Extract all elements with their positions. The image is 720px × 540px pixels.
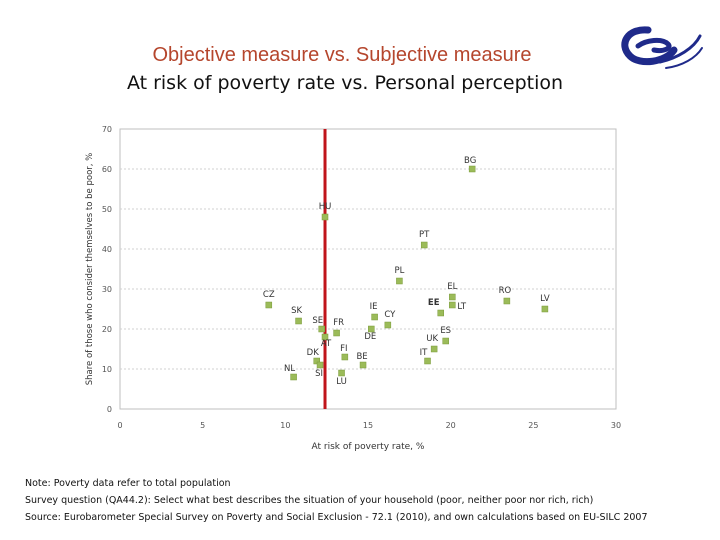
data-point-es	[442, 337, 449, 345]
data-point-sk	[295, 317, 302, 325]
data-point-ie	[371, 313, 378, 321]
data-label-se: SE	[312, 316, 323, 326]
note-survey-question: Survey question (QA44.2): Select what be…	[25, 495, 594, 506]
note-source: Source: Eurobarometer Special Survey on …	[25, 512, 648, 523]
data-label-nl: NL	[284, 364, 295, 374]
x-tick-label: 25	[528, 421, 538, 430]
data-point-pt	[420, 241, 428, 249]
y-tick-label: 50	[102, 205, 112, 214]
data-point-fi	[341, 353, 349, 361]
data-point-el	[449, 293, 456, 301]
y-tick-label: 30	[102, 285, 112, 294]
data-point-pl	[396, 277, 403, 285]
y-tick-label: 10	[102, 365, 112, 374]
data-point-se	[318, 325, 325, 333]
eu-commission-logo-icon	[621, 26, 703, 69]
data-label-be: BE	[356, 352, 367, 362]
data-label-si: SI	[315, 369, 323, 379]
data-label-el: EL	[447, 282, 457, 292]
data-label-ie: IE	[370, 302, 378, 312]
y-tick-label: 70	[102, 125, 112, 134]
data-label-fi: FI	[340, 344, 347, 354]
data-point-fr	[333, 329, 340, 337]
y-tick-label: 60	[102, 165, 112, 174]
x-tick-label: 15	[363, 421, 373, 430]
data-point-cy	[384, 321, 392, 329]
data-label-ro: RO	[499, 286, 512, 296]
data-label-fr: FR	[333, 318, 344, 328]
data-point-si	[316, 361, 324, 369]
data-label-de: DE	[364, 332, 376, 342]
data-point-lv	[541, 305, 549, 313]
data-label-pt: PT	[419, 230, 430, 240]
data-point-de	[368, 325, 375, 333]
data-point-nl	[290, 373, 297, 381]
data-label-lv: LV	[540, 294, 550, 304]
data-label-dk: DK	[307, 348, 320, 358]
data-point-dk	[313, 357, 320, 365]
data-label-es: ES	[440, 326, 451, 336]
data-label-uk: UK	[426, 334, 438, 344]
x-tick-label: 20	[446, 421, 456, 430]
x-tick-label: 10	[280, 421, 290, 430]
data-label-cz: CZ	[263, 290, 275, 300]
data-label-bg: BG	[464, 156, 476, 166]
data-label-lt: LT	[457, 302, 467, 312]
data-point-uk	[430, 345, 438, 353]
y-tick-label: 40	[102, 245, 112, 254]
y-axis-title: Share of those who consider themselves t…	[85, 153, 95, 386]
data-label-hu: HU	[319, 202, 332, 212]
data-point-it	[424, 357, 431, 365]
chart-subtitle: At risk of poverty rate vs. Personal per…	[126, 72, 564, 94]
x-tick-label: 30	[611, 421, 621, 430]
data-point-be	[359, 361, 367, 369]
data-point-cz	[265, 301, 273, 309]
x-tick-label: 5	[200, 421, 205, 430]
data-point-at	[321, 333, 329, 341]
plot-area-border	[119, 128, 617, 410]
data-label-pl: PL	[394, 266, 404, 276]
data-label-lu: LU	[336, 377, 347, 387]
data-point-bg	[468, 165, 476, 173]
data-label-at: AT	[321, 339, 332, 349]
x-axis-title: At risk of poverty rate, %	[312, 442, 425, 452]
x-tick-label: 0	[117, 421, 122, 430]
data-label-ee: EE	[428, 298, 440, 308]
y-tick-label: 0	[107, 405, 112, 414]
data-label-cy: CY	[384, 310, 396, 320]
chart-title: Objective measure vs. Subjective measure	[152, 44, 532, 66]
data-point-ro	[503, 297, 511, 305]
data-label-sk: SK	[291, 306, 302, 316]
data-point-ee	[437, 309, 444, 317]
data-point-lu	[338, 369, 345, 377]
note-poverty-data: Note: Poverty data refer to total popula…	[25, 478, 231, 489]
data-label-it: IT	[420, 348, 429, 358]
data-point-hu	[321, 213, 329, 221]
y-tick-label: 20	[102, 325, 112, 334]
data-point-lt	[449, 301, 456, 309]
